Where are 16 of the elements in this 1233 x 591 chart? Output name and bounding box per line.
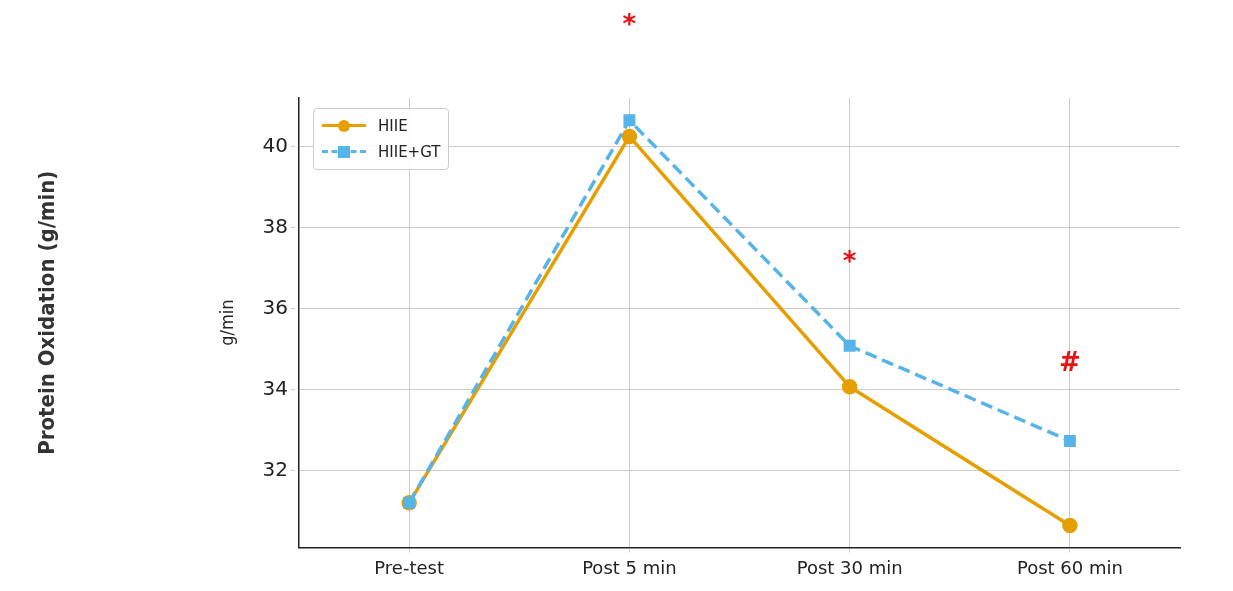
legend-label: HIIE+GT: [378, 143, 441, 161]
x-tick-label: Post 5 min: [582, 556, 677, 578]
annotation: *: [842, 245, 857, 276]
y-tick-label: 34: [262, 375, 289, 400]
y-tick-label: 38: [262, 213, 289, 238]
y-tick-label: 40: [262, 132, 289, 157]
y-axis-title: g/min: [216, 299, 238, 346]
y-tick-label: 32: [262, 456, 289, 481]
x-tick-label: Post 30 min: [796, 556, 903, 578]
y-tick-label: 36: [262, 294, 289, 319]
legend-label: HIIE: [378, 117, 408, 135]
text: Protein Oxidation (g/min): [33, 170, 59, 455]
annotation: #: [1058, 346, 1081, 377]
text: *: [622, 8, 637, 39]
x-tick-label: Post 60 min: [1016, 556, 1123, 578]
x-tick-label: Pre-test: [374, 556, 445, 578]
